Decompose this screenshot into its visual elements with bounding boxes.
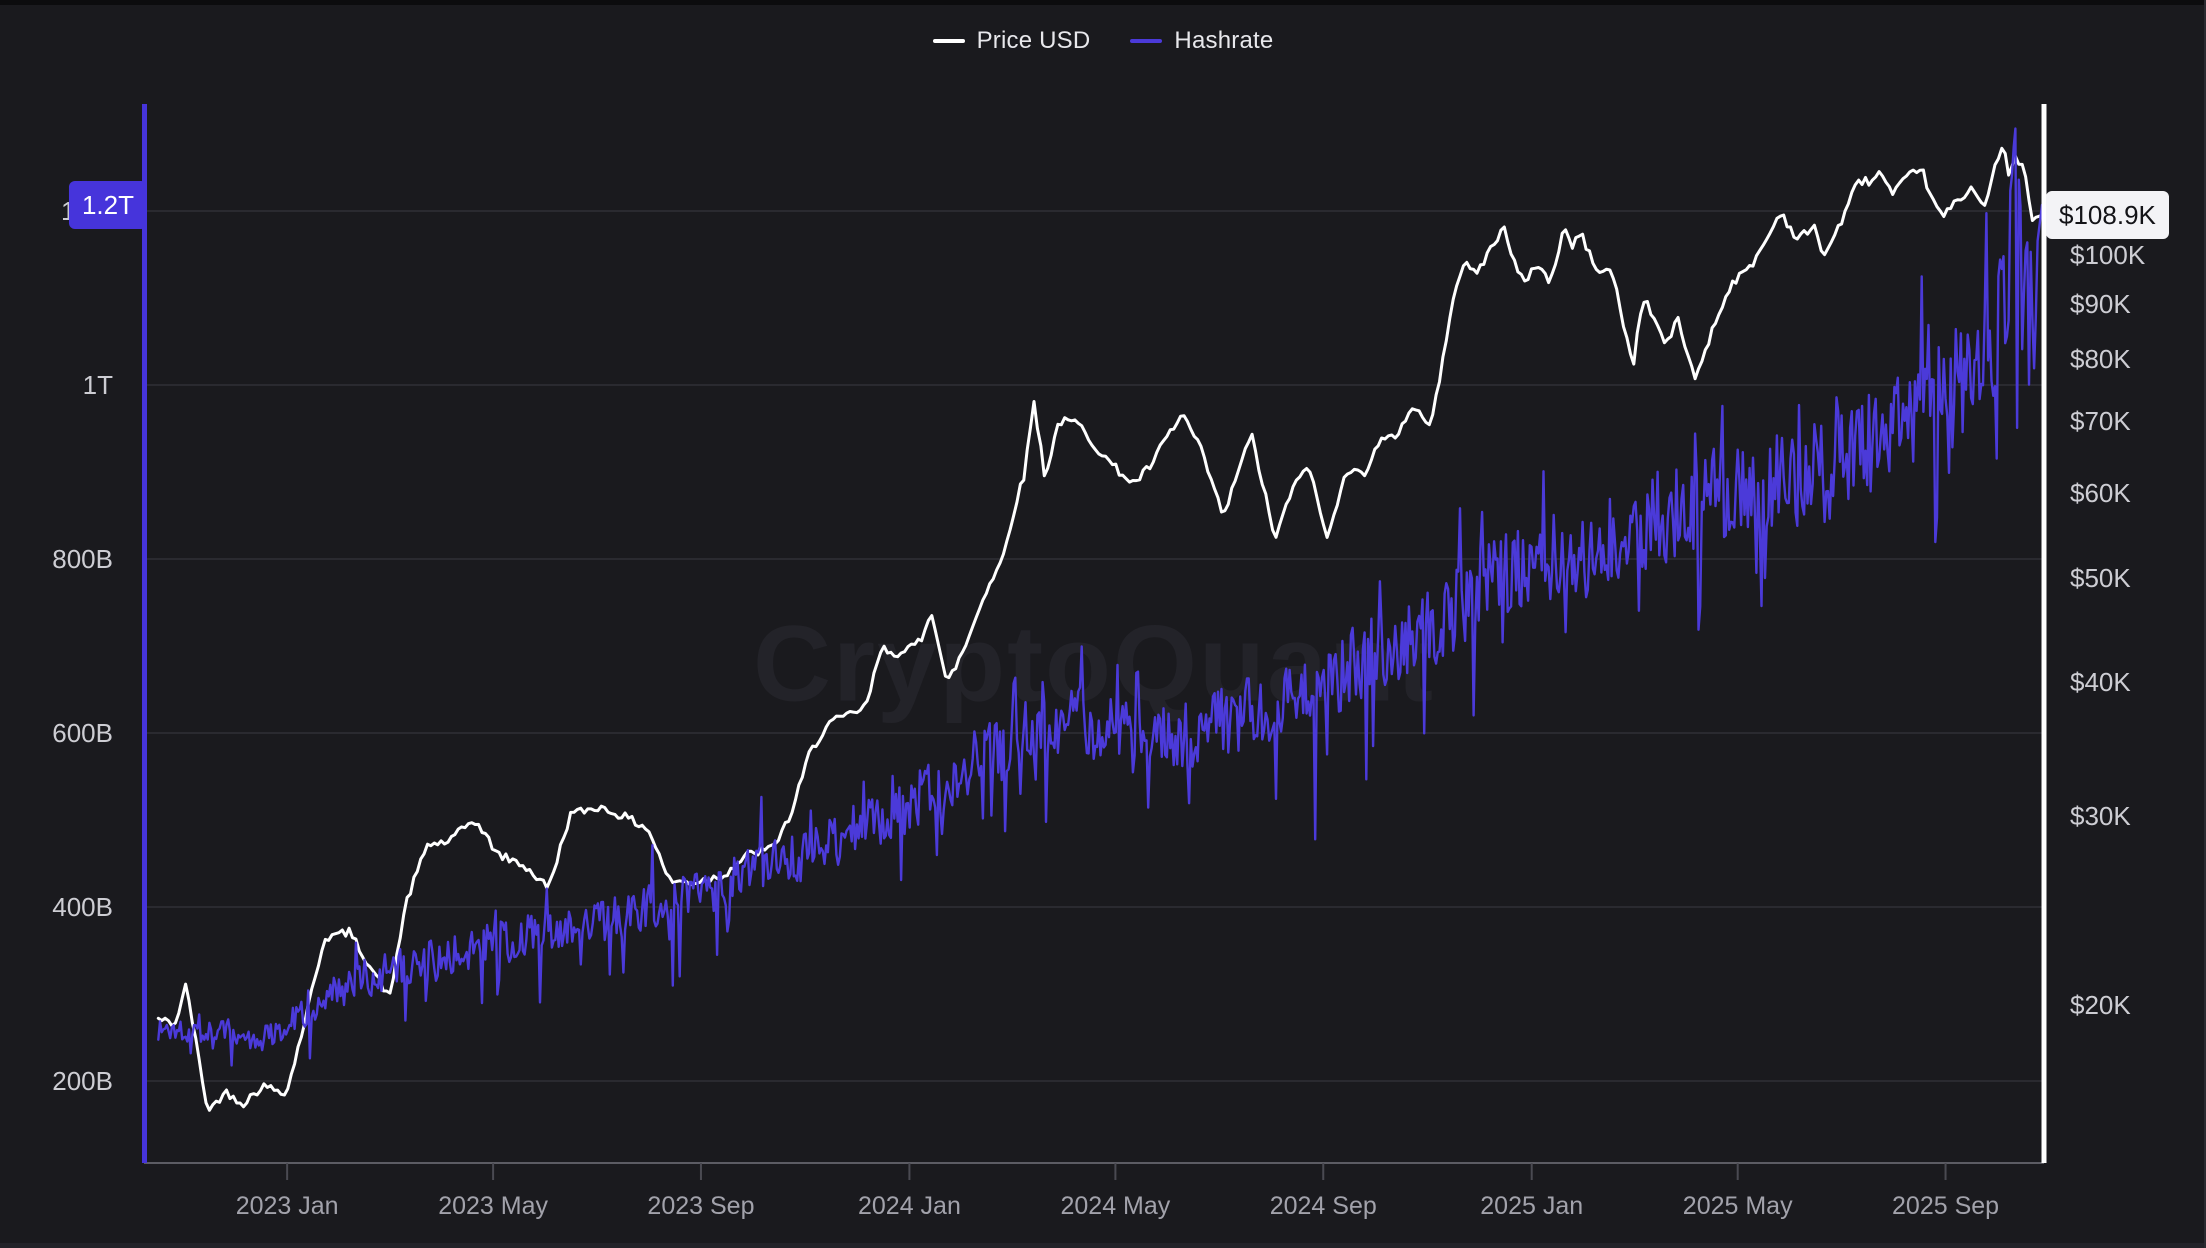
legend-label-price: Price USD [976,27,1091,54]
right-axis-tick-label: $40K [2070,666,2131,697]
x-tick-label: 2025 Sep [1892,1192,2000,1220]
right-axis-tick-label: $100K [2070,240,2146,270]
window-top-edge [0,0,2206,5]
left-axis-tick-label: 1T [82,370,113,400]
left-axis-tick-label: 800B [52,544,113,574]
left-axis-tick-label: 600B [52,718,113,748]
hashrate-current-badge: 1.2T [68,180,147,229]
right-axis-tick-label: $30K [2070,801,2131,832]
x-tick-label: 2023 Sep [647,1192,755,1220]
x-tick-label: 2025 May [1682,1192,1793,1220]
x-tick-label: 2024 Jan [857,1192,961,1220]
left-axis-tick-label: 400B [52,892,113,922]
right-axis-tick-label: $20K [2070,989,2131,1020]
price-line-swatch-icon [932,39,965,43]
right-axis-tick-label: $60K [2070,478,2131,509]
right-axis-tick-label: $50K [2070,563,2131,593]
hashrate-line-swatch-icon [1130,39,1163,43]
price-current-badge: $108.9K [2046,191,2169,240]
window-right-edge [2204,0,2206,1248]
x-tick-label: 2024 Sep [1269,1192,1377,1220]
legend-item-hashrate[interactable]: Hashrate [1130,27,1273,55]
x-tick-label: 2023 Jan [235,1192,339,1220]
legend-item-price[interactable]: Price USD [932,27,1091,55]
x-tick-label: 2023 May [438,1192,548,1220]
legend-label-hashrate: Hashrate [1174,27,1274,54]
x-tick-label: 2025 Jan [1480,1192,1584,1220]
x-tick-label: 2024 May [1060,1192,1171,1220]
left-axis-tick-label: 200B [52,1066,113,1096]
chart-legend: Price USD Hashrate [0,18,2206,64]
right-axis-tick-label: $90K [2070,289,2131,320]
right-axis-tick-label: $70K [2070,406,2131,437]
window-bottom-edge [0,1243,2206,1248]
right-axis-tick-label: $80K [2070,343,2131,374]
series-line-price-usd [156,146,2044,1112]
series-line-hashrate [157,127,2044,1067]
